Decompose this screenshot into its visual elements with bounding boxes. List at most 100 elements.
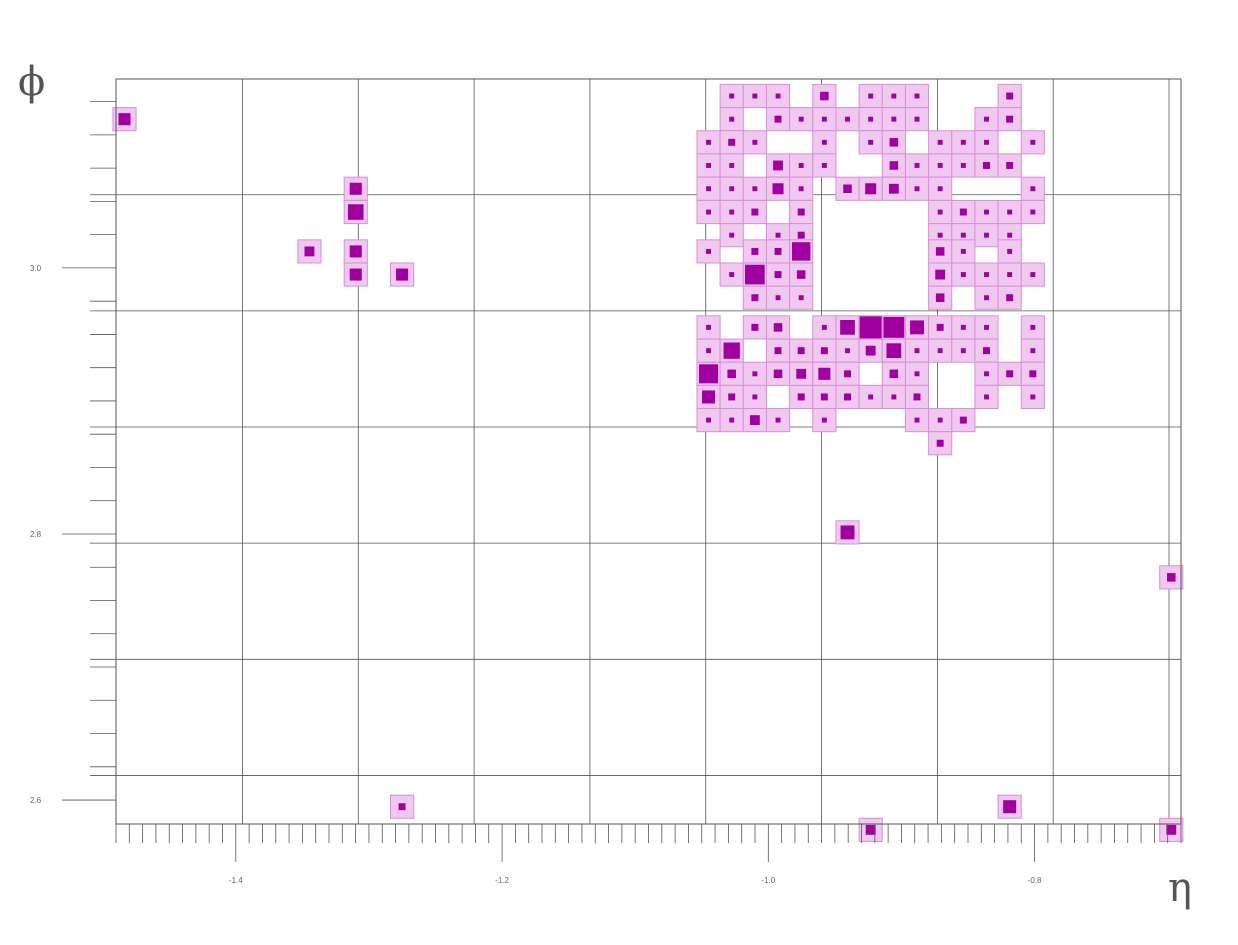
cell-energy-marker — [745, 264, 765, 285]
cell-energy-marker — [821, 139, 827, 145]
cell-energy-marker — [349, 245, 362, 258]
cell-energy-marker — [798, 163, 804, 168]
cell-energy-marker — [910, 320, 924, 335]
cell-energy-marker — [706, 139, 711, 145]
cell-energy-marker — [118, 113, 131, 126]
cell-energy-marker — [797, 347, 805, 355]
cell-energy-marker — [865, 345, 876, 356]
cell-energy-marker — [886, 343, 902, 359]
cell-energy-marker — [984, 272, 989, 278]
cell-energy-marker — [983, 161, 990, 169]
cell-energy-marker — [914, 163, 920, 168]
cell-energy-marker — [727, 369, 736, 379]
cell-energy-marker — [844, 370, 852, 378]
cell-energy-marker — [891, 394, 897, 400]
cell-energy-marker — [889, 369, 899, 379]
cell-energy-marker — [914, 348, 920, 354]
y-tick-label: 2.8 — [30, 530, 42, 539]
cell-energy-marker — [891, 93, 897, 99]
cell-energy-marker — [937, 139, 943, 145]
cell-energy-marker — [960, 348, 966, 354]
cell-energy-marker — [889, 161, 899, 170]
cell-energy-marker — [1029, 370, 1037, 378]
cell-energy-marker — [1030, 394, 1036, 400]
cell-energy-marker — [752, 394, 758, 400]
cell-energy-marker — [796, 270, 806, 279]
cell-energy-marker — [706, 324, 711, 330]
cell-energy-marker — [844, 393, 852, 401]
cell-energy-marker — [798, 295, 804, 301]
cell-energy-marker — [798, 116, 804, 122]
cell-energy-marker — [751, 294, 759, 302]
cell-energy-marker — [706, 248, 711, 254]
cell-energy-marker — [1030, 324, 1036, 330]
cell-energy-marker — [937, 209, 943, 215]
cell-energy-marker — [1003, 800, 1017, 814]
cell-energy-marker — [1006, 92, 1014, 100]
cell-energy-marker — [728, 393, 736, 401]
cell-energy-marker — [1006, 115, 1014, 123]
cell-energy-marker — [1166, 824, 1177, 835]
x-axis: -1.4 -1.2 -1.0 -0.8 — [115, 824, 1182, 885]
cell-energy-marker — [1030, 272, 1036, 278]
cell-energy-marker — [729, 116, 735, 122]
cell-energy-marker — [984, 116, 989, 122]
cell-energy-marker — [865, 183, 877, 195]
cell-energy-marker — [1006, 161, 1014, 169]
y-axis-label: ϕ — [18, 59, 46, 105]
cell-energy-marker — [304, 246, 315, 257]
cell-energy-marker — [984, 139, 989, 145]
cell-energy-marker — [960, 272, 966, 278]
cell-energy-marker — [937, 232, 943, 238]
cell-energy-marker — [984, 209, 989, 215]
cell-energy-marker — [729, 186, 735, 192]
cell-energy-marker — [865, 824, 876, 835]
cell-energy-marker — [1030, 348, 1036, 354]
cell-energy-marker — [937, 163, 943, 168]
cell-energy-marker — [706, 348, 711, 354]
cell-energy-marker — [752, 139, 758, 145]
cell-energy-marker — [935, 269, 946, 280]
cell-energy-marker — [1167, 573, 1176, 582]
cell-energy-marker — [749, 415, 760, 426]
cell-energy-marker — [937, 348, 943, 354]
cell-energy-marker — [706, 163, 711, 168]
cell-energy-marker — [959, 208, 967, 216]
cell-energy-marker — [821, 324, 827, 330]
cell-energy-marker — [699, 364, 719, 384]
cell-energy-marker — [845, 348, 850, 354]
x-tick-label: -1.4 — [229, 876, 243, 885]
cell-energy-marker — [398, 803, 406, 811]
cell-energy-marker — [820, 347, 828, 355]
cell-energy-marker — [751, 247, 759, 255]
cell-energy-marker — [729, 417, 735, 423]
x-axis-label: η — [1168, 865, 1192, 911]
cell-energy-marker — [729, 209, 735, 215]
cell-energy-marker — [914, 417, 920, 423]
cell-energy-marker — [752, 371, 758, 377]
cell-energy-marker — [859, 316, 882, 339]
x-tick-label: -1.2 — [495, 876, 509, 885]
cell-energy-marker — [960, 232, 966, 238]
cell-energy-marker — [349, 268, 362, 281]
heatmap-cells — [112, 83, 1184, 842]
x-tick-label: -0.8 — [1028, 876, 1042, 885]
cell-energy-marker — [914, 371, 920, 377]
cell-energy-marker — [1007, 272, 1013, 278]
cell-energy-marker — [797, 393, 805, 401]
cell-energy-marker — [775, 295, 781, 301]
cell-energy-marker — [796, 368, 807, 379]
cell-energy-marker — [936, 439, 944, 447]
y-tick-label: 3.0 — [30, 264, 42, 273]
y-tick-label: 2.6 — [30, 796, 42, 805]
cell-energy-marker — [820, 393, 828, 401]
cell-energy-marker — [1006, 370, 1014, 378]
cell-energy-marker — [937, 417, 943, 423]
cell-energy-marker — [706, 186, 711, 192]
cell-energy-marker — [914, 93, 920, 99]
cell-energy-marker — [702, 390, 716, 404]
cell-energy-marker — [960, 248, 966, 254]
cell-energy-marker — [818, 367, 831, 380]
cell-energy-marker — [774, 271, 782, 279]
cell-energy-marker — [773, 160, 783, 171]
